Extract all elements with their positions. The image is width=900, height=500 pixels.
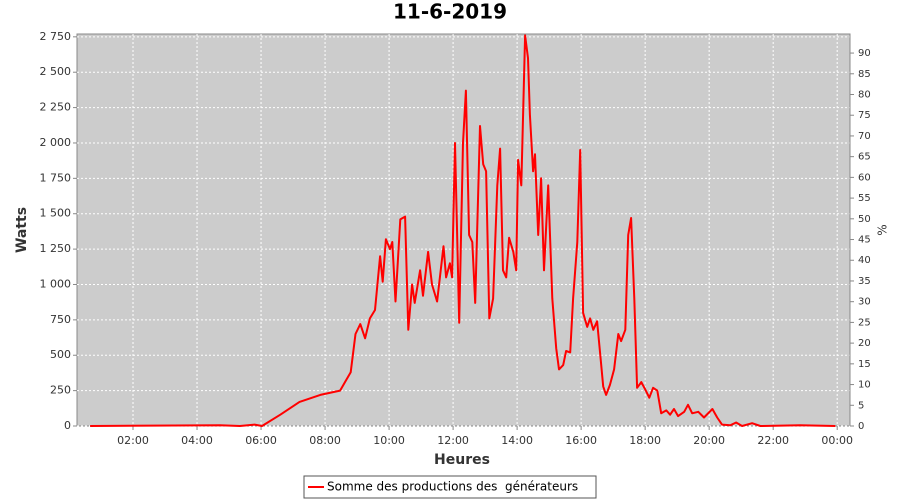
y2-tick-label: 0: [858, 421, 864, 432]
y-tick-label: 2 500: [40, 65, 72, 78]
x-tick-label: 08:00: [309, 434, 341, 447]
chart-title: 11-6-2019: [393, 0, 507, 24]
y2-tick-label: 15: [858, 359, 871, 370]
y2-tick-label: 60: [858, 172, 871, 183]
y2-tick-label: 35: [858, 276, 871, 287]
y2-tick-label: 45: [858, 235, 871, 246]
y-tick-label: 0: [64, 419, 71, 432]
y-tick-label: 500: [50, 348, 71, 361]
y2-tick-label: 85: [858, 69, 871, 80]
y2-tick-label: 65: [858, 152, 871, 163]
x-tick-label: 04:00: [181, 434, 213, 447]
y2-tick-label: 50: [858, 214, 871, 225]
x-axis-label: Heures: [434, 452, 490, 468]
y-tick-label: 1 750: [40, 171, 72, 184]
y2-tick-label: 75: [858, 110, 871, 121]
y-tick-label: 1 250: [40, 242, 72, 255]
y-tick-label: 750: [50, 313, 71, 326]
x-tick-label: 12:00: [437, 434, 469, 447]
x-tick-label: 02:00: [117, 434, 149, 447]
y2-tick-label: 70: [858, 131, 871, 142]
y-axis-label: Watts: [14, 207, 30, 253]
y2-tick-label: 25: [858, 317, 871, 328]
x-tick-label: 00:00: [821, 434, 853, 447]
y-tick-label: 250: [50, 384, 71, 397]
x-tick-label: 06:00: [245, 434, 277, 447]
x-tick-label: 10:00: [373, 434, 405, 447]
y-tick-label: 2 750: [40, 30, 72, 43]
y2-tick-label: 20: [858, 338, 871, 349]
y2-axis-label: %: [876, 224, 890, 235]
y2-tick-label: 90: [858, 48, 871, 59]
x-tick-label: 18:00: [629, 434, 661, 447]
y2-tick-label: 40: [858, 255, 871, 266]
y-tick-label: 2 250: [40, 101, 72, 114]
y2-tick-label: 5: [858, 400, 864, 411]
x-tick-label: 22:00: [757, 434, 789, 447]
x-tick-label: 20:00: [693, 434, 725, 447]
y-tick-label: 1 500: [40, 207, 72, 220]
y2-tick-label: 80: [858, 89, 871, 100]
y2-tick-label: 10: [858, 380, 871, 391]
y-tick-label: 1 000: [40, 277, 72, 290]
line-series: [90, 34, 836, 427]
legend: [303, 475, 597, 499]
x-tick-label: 14:00: [501, 434, 533, 447]
x-tick-label: 16:00: [565, 434, 597, 447]
y2-tick-label: 55: [858, 193, 871, 204]
legend-label: Somme des productions des générateurs: [327, 480, 578, 494]
plot-area: [76, 33, 851, 427]
y-tick-label: 2 000: [40, 136, 72, 149]
y2-tick-label: 30: [858, 297, 871, 308]
